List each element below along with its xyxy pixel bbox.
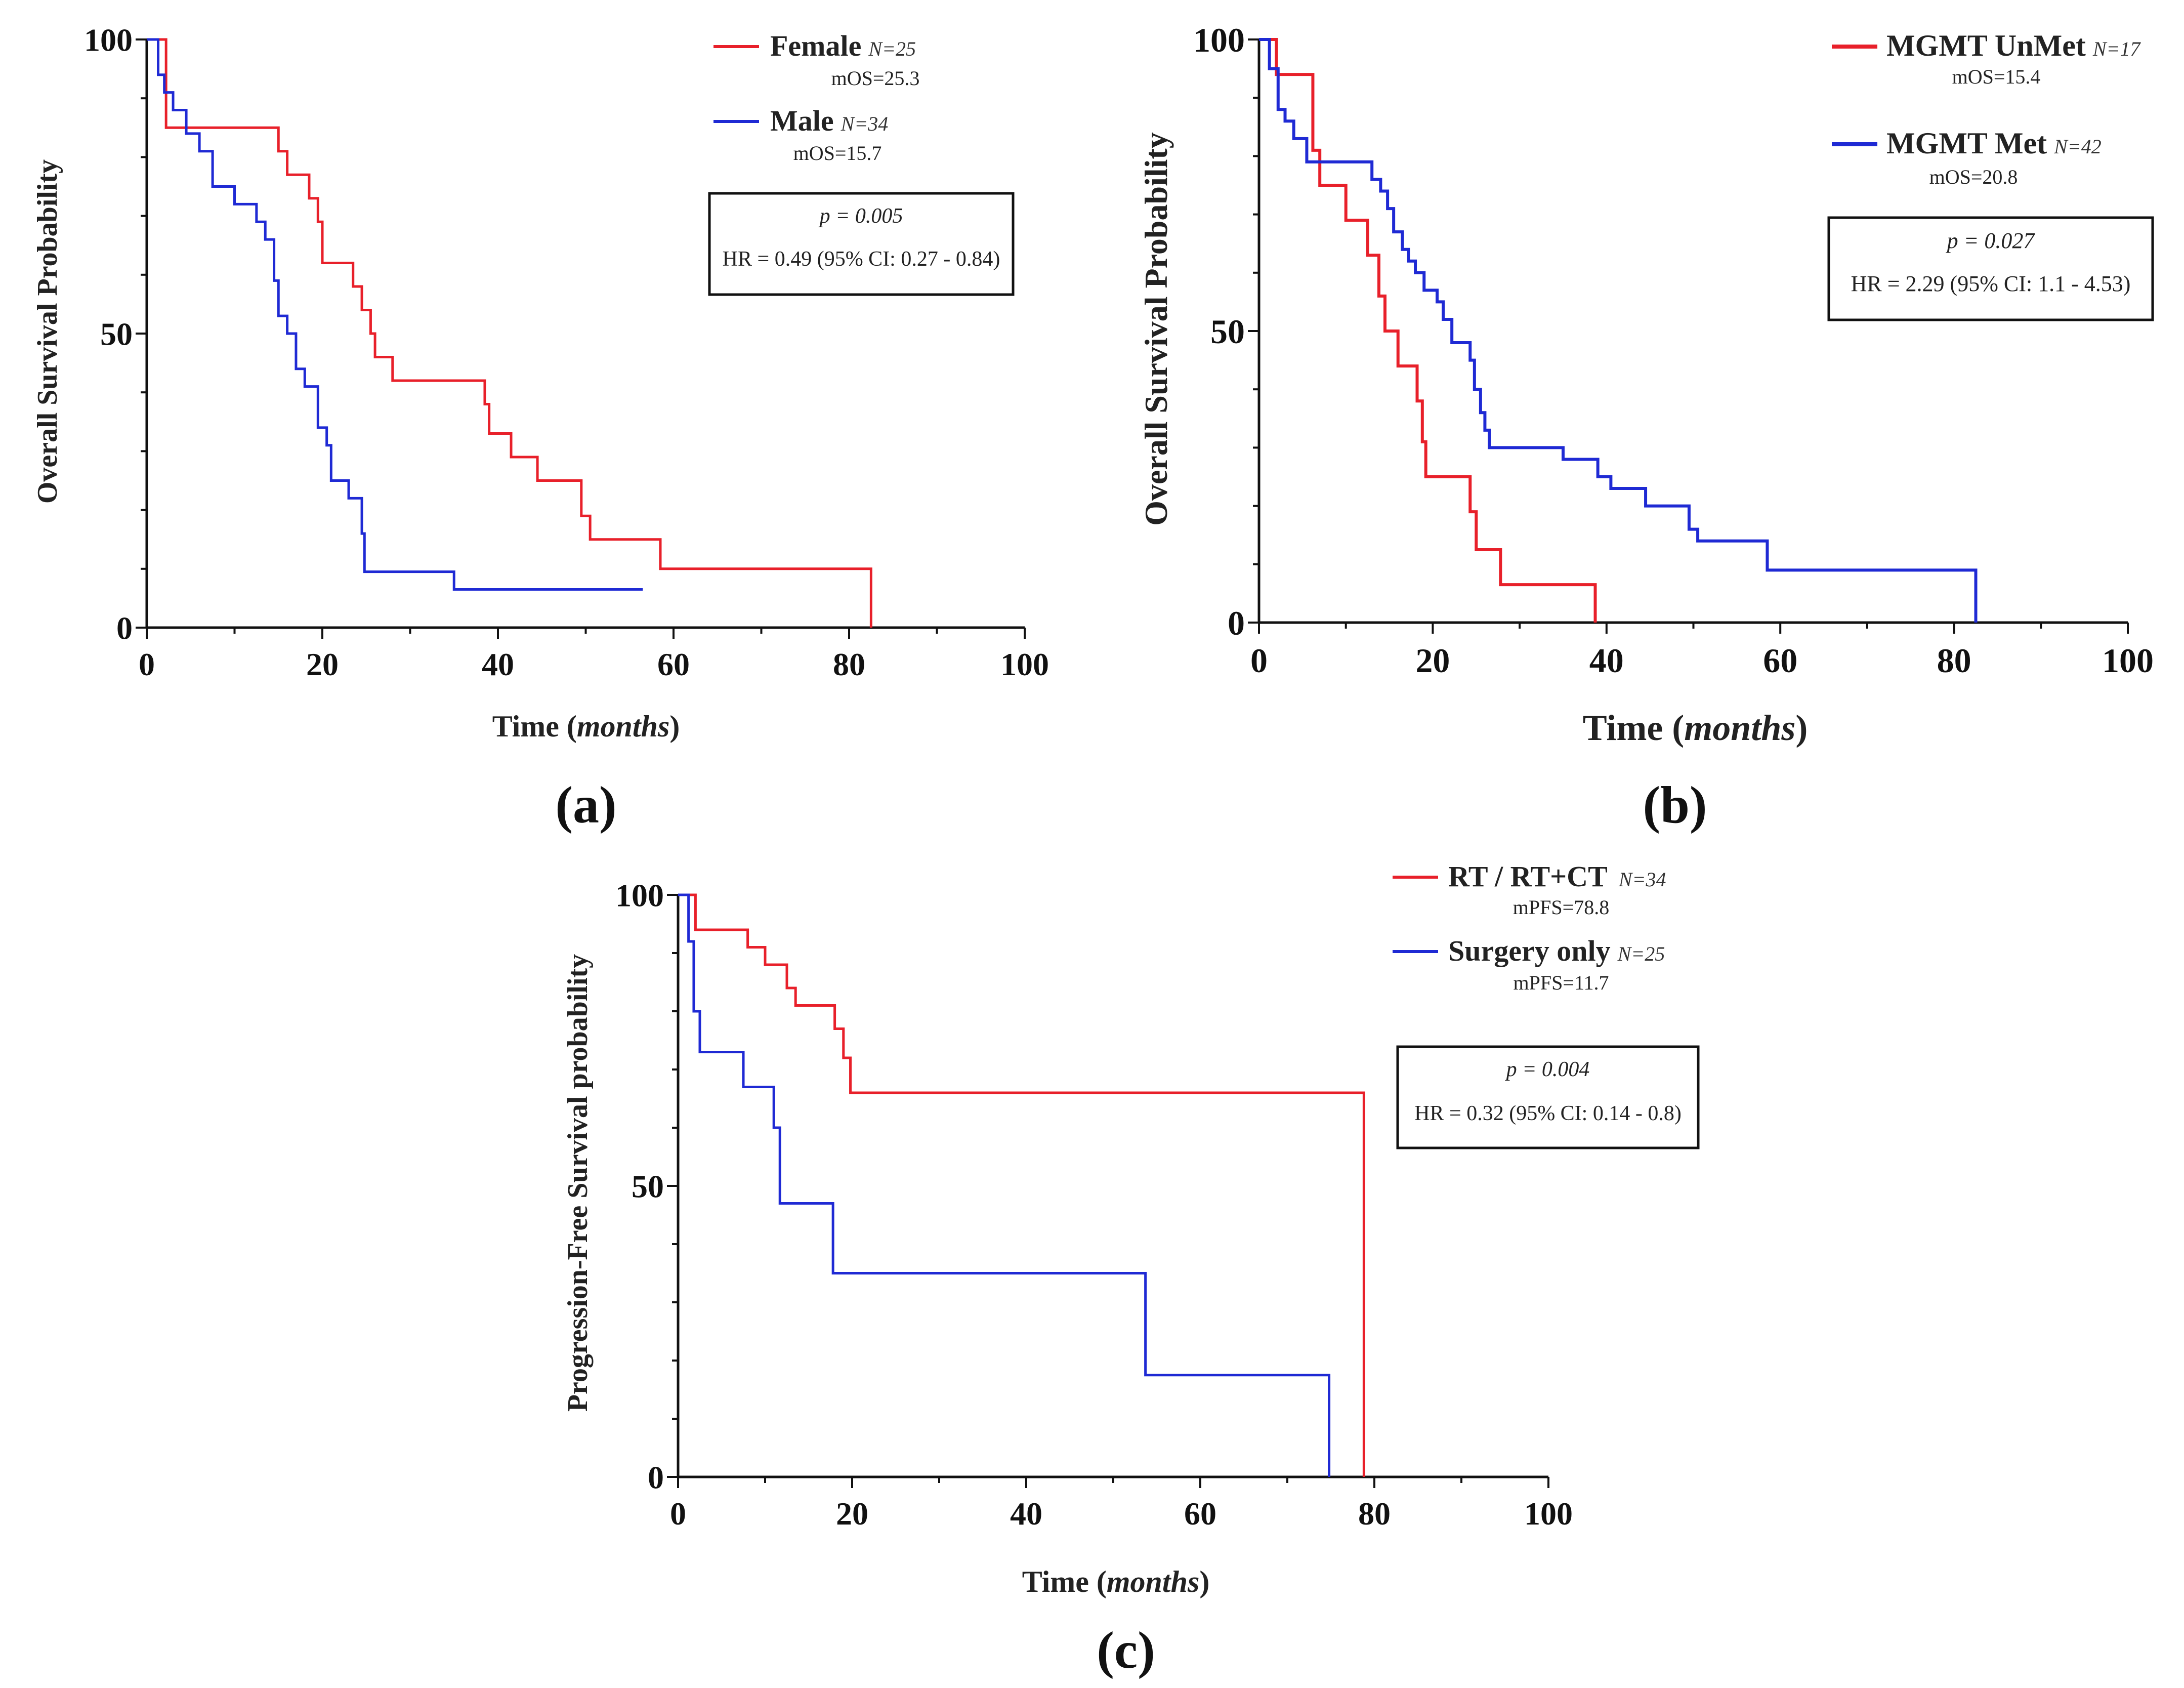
panel-c-curve-surgery-only	[678, 893, 1331, 1477]
panel-c-p-value: p = 0.004	[1505, 1058, 1590, 1081]
panel-c-y-axis-label: Progression-Free Survival probability	[562, 954, 594, 1412]
panel-b-y-tick-label: 100	[1193, 21, 1245, 59]
panel-a-x-tick-label: 20	[306, 646, 339, 682]
panel-c-stats-box	[1396, 1045, 1700, 1149]
panel-a-x-axis-label-prefix: Time (	[492, 710, 577, 743]
legend-median-rt-ct: mPFS=78.8	[1513, 896, 1609, 919]
panel-c-hazard-ratio: HR = 0.32 (95% CI: 0.14 - 0.8)	[1414, 1102, 1682, 1125]
panel-c-y-tick-label: 0	[648, 1459, 664, 1495]
panel-a-x-tick-label: 60	[657, 646, 690, 682]
panel-c-y-tick-label: 50	[632, 1168, 664, 1204]
panel-a-x-axis-label: Time (months)	[492, 710, 680, 743]
panel-c-x-axis-label-suffix: )	[1199, 1565, 1209, 1598]
legend-n-surgery-only: N=25	[1617, 942, 1665, 965]
legend-n-mgmt-unmet: N=17	[2092, 37, 2141, 60]
panel-c-y-tick-label: 100	[615, 877, 664, 913]
panel-a-x-axis-label-unit: months	[577, 710, 669, 743]
panel-b-y-axis-label: Overall Survival Probability	[1138, 132, 1174, 526]
panel-c-label: (c)	[1097, 1621, 1155, 1679]
legend-n-mgmt-met: N=42	[2053, 135, 2102, 158]
panel-b-x-axis-label: Time (months)	[1583, 708, 1808, 748]
legend-name-rt-ct: RT / RT+CT	[1448, 860, 1608, 893]
panel-b-label: (b)	[1643, 776, 1707, 834]
panel-c-x-tick-label: 0	[670, 1496, 686, 1532]
legend-median-male: mOS=15.7	[793, 142, 882, 164]
panel-a-x-tick-label: 80	[833, 646, 865, 682]
panel-c: 0 20 40 60 80 100 0 50 100 Progression-Free Surv…	[562, 860, 1700, 1679]
panel-c-x-tick-label: 80	[1358, 1496, 1391, 1532]
panel-a-y-tick-label: 0	[116, 610, 133, 646]
panel-c-plot-area: 0 20 40 60 80 100 0 50 100	[615, 877, 1573, 1532]
panel-b-x-axis-label-unit: months	[1684, 708, 1795, 748]
legend-entry-female: Female N=25	[770, 29, 916, 62]
panel-b-hazard-ratio: HR = 2.29 (95% CI: 1.1 - 4.53)	[1851, 271, 2131, 296]
legend-median-surgery-only: mPFS=11.7	[1514, 971, 1609, 994]
panel-b-x-axis-label-suffix: )	[1795, 708, 1808, 748]
panel-a-x-tick-label: 0	[139, 646, 155, 682]
panel-b-x-tick-label: 20	[1415, 641, 1450, 680]
panel-a: 0 20 40 60 80 100 0 50 100 Overall Survival Prob…	[32, 22, 1049, 834]
panel-a-curve-male	[147, 38, 643, 591]
legend-name-female: Female	[770, 29, 861, 62]
legend-name-male: Male	[770, 104, 834, 137]
panel-c-x-axis-label: Time (months)	[1022, 1565, 1210, 1598]
panel-b-x-tick-label: 80	[1937, 641, 1971, 680]
panel-b-stats-box	[1827, 216, 2154, 321]
legend-median-female: mOS=25.3	[831, 67, 920, 90]
panel-a-y-axis-label: Overall Survival Probability	[32, 159, 63, 504]
panel-b-y-tick-label: 0	[1228, 604, 1245, 642]
panel-b-x-tick-label: 100	[2102, 641, 2154, 680]
panel-c-x-axis-label-prefix: Time (	[1022, 1565, 1107, 1598]
panel-c-x-axis-label-unit: months	[1107, 1565, 1199, 1598]
panel-c-x-tick-label: 60	[1184, 1496, 1216, 1532]
legend-entry-surgery-only: Surgery only N=25	[1448, 934, 1665, 967]
panel-c-curve-rt-rt-ct	[678, 893, 1365, 1477]
legend-entry-mgmt-met: MGMT Met N=42	[1886, 127, 2102, 160]
panel-b-p-value: p = 0.027	[1946, 228, 2036, 253]
panel-a-hazard-ratio: HR = 0.49 (95% CI: 0.27 - 0.84)	[723, 248, 1000, 271]
panel-b: 0 20 40 60 80 100 0 50 100 Overall Survival Prob…	[1138, 21, 2154, 834]
legend-n-rt-ct: N=34	[1618, 868, 1666, 891]
panel-b-x-tick-label: 60	[1763, 641, 1797, 680]
legend-name-mgmt-unmet: MGMT UnMet	[1886, 29, 2086, 62]
legend-name-surgery-only: Surgery only	[1448, 934, 1611, 967]
legend-n-male: N=34	[841, 112, 889, 135]
panel-a-y-tick-label: 100	[84, 22, 133, 58]
legend-median-mgmt-met: mOS=20.8	[1929, 166, 2018, 188]
panel-a-y-tick-label: 50	[100, 316, 133, 352]
legend-n-female: N=25	[868, 37, 916, 60]
panel-b-y-tick-label: 50	[1210, 312, 1245, 351]
panel-a-plot-area: 0 20 40 60 80 100 0 50 100	[84, 22, 1049, 682]
panel-b-curve-mgmt-met	[1259, 38, 1978, 623]
panel-a-p-value: p = 0.005	[818, 204, 903, 228]
panel-a-x-tick-label: 100	[1000, 646, 1049, 682]
legend-entry-mgmt-unmet: MGMT UnMet N=17	[1886, 29, 2141, 62]
legend-median-mgmt-unmet: mOS=15.4	[1952, 65, 2041, 88]
legend-name-mgmt-met: MGMT Met	[1886, 127, 2047, 160]
panel-c-x-tick-label: 20	[836, 1496, 868, 1532]
panel-b-curve-mgmt-unmet	[1259, 38, 1597, 623]
panel-a-x-tick-label: 40	[482, 646, 514, 682]
panel-b-x-tick-label: 40	[1589, 641, 1624, 680]
panel-a-curve-female	[147, 38, 872, 628]
legend-entry-rt-ct: RT / RT+CT N=34	[1448, 860, 1666, 893]
legend-entry-male: Male N=34	[770, 104, 888, 137]
panel-b-x-tick-label: 0	[1250, 641, 1268, 680]
panel-c-x-tick-label: 40	[1010, 1496, 1042, 1532]
panel-b-plot-area: 0 20 40 60 80 100 0 50 100	[1193, 21, 2154, 680]
panel-a-label: (a)	[555, 776, 616, 834]
panel-b-x-axis-label-prefix: Time (	[1583, 708, 1685, 748]
panel-c-x-tick-label: 100	[1524, 1496, 1573, 1532]
panel-a-x-axis-label-suffix: )	[669, 710, 680, 743]
panel-a-stats-box	[708, 192, 1015, 296]
